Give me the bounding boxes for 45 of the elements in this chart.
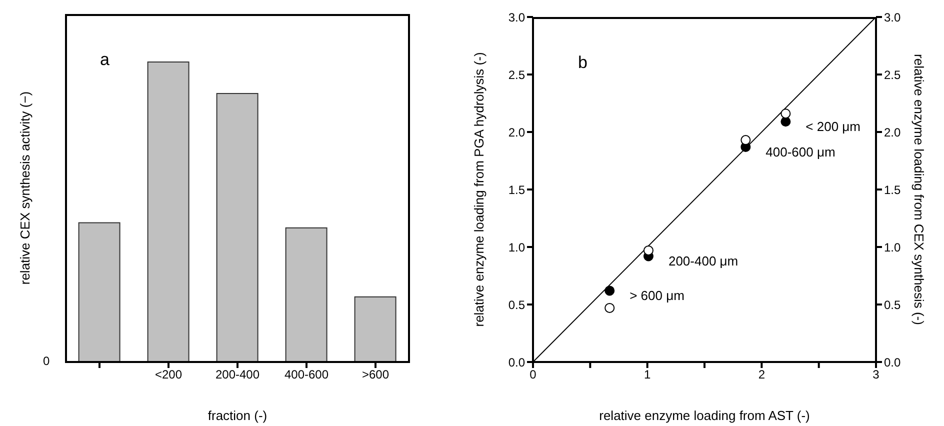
annotation: 400-600 μm: [766, 144, 836, 160]
annotation: > 600 μm: [630, 288, 684, 304]
x-tick-label: 200-400: [215, 368, 260, 382]
x-tick-label: 400-600: [284, 368, 329, 382]
x-axis-title: relative enzyme loading from AST (-): [599, 408, 810, 423]
annotation: a: [100, 50, 110, 70]
bar: [78, 222, 120, 362]
y2-tick-label: 0.5: [884, 298, 902, 312]
point: [643, 245, 654, 256]
y-tick-label: 2.5: [508, 68, 526, 82]
y2-axis-title: relative enzyme loading from CEX synthesis (-): [912, 54, 927, 325]
x-tick-label: 0: [530, 368, 537, 382]
y-tick-label: 2.0: [508, 125, 526, 140]
y2-tick-label: 2.5: [884, 68, 902, 82]
y2-tick-label: 3.0: [884, 10, 902, 24]
point: [780, 108, 791, 119]
point: [604, 286, 615, 296]
x-tick-label: 2: [758, 368, 766, 382]
y2-tick-label: 1.0: [884, 240, 902, 254]
y-tick-label: 3.0: [508, 10, 526, 24]
x-tick-label: 1: [644, 368, 651, 382]
text: 0: [43, 354, 50, 368]
bar: [285, 227, 328, 362]
bar: [147, 62, 190, 362]
y-tick-label: 1.5: [508, 182, 526, 197]
y-tick-label: 1.0: [508, 240, 526, 254]
annotation: 200-400 μm: [668, 254, 738, 269]
x-tick-label: >600: [362, 368, 390, 382]
y2-tick-label: 2.0: [884, 125, 902, 140]
y-axis-title: relative enzyme loading from PGA hydrolysis (-): [471, 52, 486, 327]
y-axis-title: relative CEX synthesis activity (−): [17, 91, 32, 285]
bar: [354, 296, 396, 362]
y-tick-label: 0.5: [508, 298, 526, 312]
y-tick-label: 0.0: [508, 355, 526, 370]
point: [740, 135, 751, 146]
y2-tick-label: 1.5: [884, 182, 902, 197]
annotation: < 200 μm: [806, 119, 861, 134]
bar: [216, 93, 258, 362]
point: [604, 302, 615, 313]
y2-tick-label: 0.0: [884, 355, 902, 370]
point: [780, 116, 791, 127]
x-axis-title: fraction (-): [208, 408, 268, 423]
x-tick-label: 3: [872, 368, 880, 382]
x-tick-label: <200: [154, 368, 182, 382]
annotation: b: [578, 53, 588, 73]
